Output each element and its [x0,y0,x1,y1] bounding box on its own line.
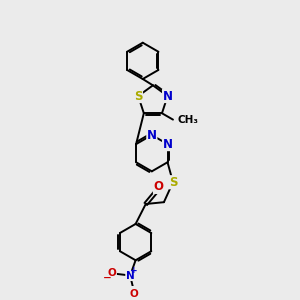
Text: +: + [130,266,138,274]
Text: O: O [154,180,164,194]
Text: N: N [163,138,172,151]
Text: CH₃: CH₃ [177,115,198,124]
Text: N: N [147,128,157,142]
Text: −: − [103,273,111,283]
Text: O: O [129,289,138,299]
Text: O: O [108,268,116,278]
Text: S: S [169,176,177,189]
Text: N: N [126,271,134,281]
Text: S: S [134,89,142,103]
Text: N: N [163,89,172,103]
